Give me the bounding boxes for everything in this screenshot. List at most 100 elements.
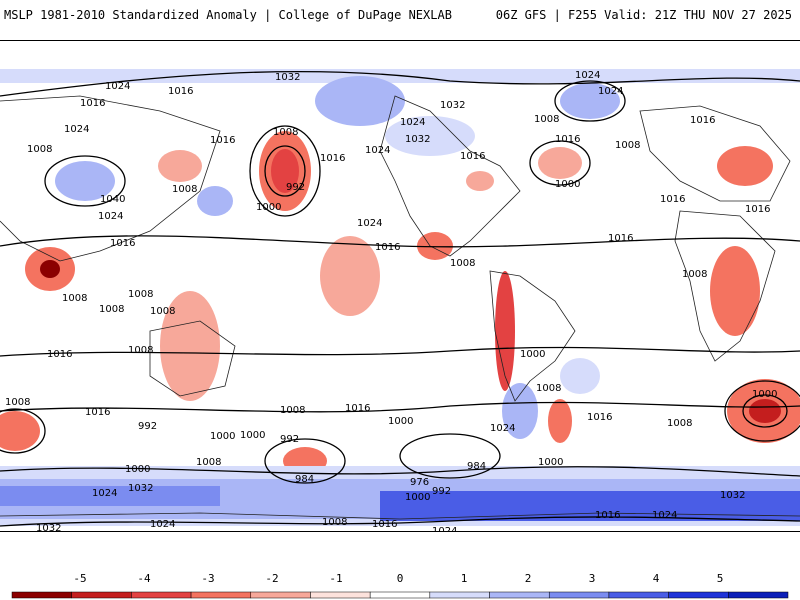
contour-label: 1016 [80, 98, 105, 109]
isobar [0, 516, 800, 527]
contour-label: 1000 [520, 349, 545, 360]
colorbar-tick: -4 [137, 572, 151, 585]
isobar-low [399, 433, 501, 479]
anomaly-blob [538, 147, 582, 179]
contour-label: 1008 [322, 517, 347, 528]
contour-label: 1008 [682, 269, 707, 280]
contour-label: 1008 [280, 405, 305, 416]
map-title: MSLP 1981-2010 Standardized Anomaly | Co… [4, 8, 452, 22]
anomaly-blob [385, 116, 475, 156]
colorbar-swatches [11, 591, 789, 599]
contour-label: 992 [432, 486, 451, 497]
contour-label: 1000 [538, 457, 563, 468]
contour-label: 1000 [240, 430, 265, 441]
contour-label: 1016 [345, 403, 370, 414]
isobar-high [554, 80, 626, 122]
contour-label: 976 [410, 477, 429, 488]
isobar-low [0, 408, 46, 454]
contour-labels: 1024 1032 1024 1016 1024 1032 1016 1008 … [5, 70, 777, 531]
contour-label: 1024 [598, 86, 623, 97]
contour-label: 1024 [400, 117, 425, 128]
contour-label: 1032 [440, 100, 465, 111]
contour-label: 1024 [150, 519, 175, 530]
contour-label: 1008 [62, 293, 87, 304]
contour-label: 1008 [536, 383, 561, 394]
isobar [0, 401, 800, 413]
anomaly-band [0, 486, 220, 506]
anomaly-blob [548, 399, 572, 443]
colorbar-tick: 2 [524, 572, 532, 585]
isobar-high [44, 155, 126, 207]
contour-label: 1000 [555, 179, 580, 190]
contour-label: 1016 [690, 115, 715, 126]
contour-label: 1024 [357, 218, 382, 229]
contour-label: 1032 [275, 72, 300, 83]
isobar-low [249, 125, 321, 217]
australia-outline [149, 320, 236, 397]
colorbar-swatch [489, 591, 550, 599]
anomaly-blob [560, 358, 600, 394]
anomaly-blob [160, 291, 220, 401]
isobar-low [264, 145, 306, 197]
contour-label: 1016 [375, 242, 400, 253]
colorbar-tick: 3 [588, 572, 596, 585]
contour-label: 1016 [595, 510, 620, 521]
contour-label: 984 [467, 461, 486, 472]
anomaly-blob [495, 271, 515, 391]
contour-label: 1032 [720, 490, 745, 501]
colorbar-tick: 0 [396, 572, 404, 585]
anomaly-blob [502, 383, 538, 439]
contour-label: 1008 [150, 306, 175, 317]
colorbar-swatch [728, 591, 789, 599]
isobar-low [529, 140, 591, 186]
contour-label: 1024 [64, 124, 89, 135]
contour-label: 1016 [660, 194, 685, 205]
contour-label: 1032 [128, 483, 153, 494]
contour-label: 1024 [365, 145, 390, 156]
asia-outline [0, 95, 221, 262]
contour-label: 1008 [128, 345, 153, 356]
isobars [0, 70, 800, 527]
colorbar-swatch [369, 591, 431, 599]
contour-label: 1000 [388, 416, 413, 427]
isobar-low [742, 394, 788, 428]
colorbar-swatch [668, 591, 729, 599]
contour-label: 1008 [667, 418, 692, 429]
contour-label: 1016 [110, 238, 135, 249]
europe-outline [639, 105, 791, 202]
colorbar-swatch [310, 591, 371, 599]
colorbar-swatch [11, 591, 72, 599]
contour-label: 1016 [85, 407, 110, 418]
isobar-low [724, 380, 800, 442]
anomaly-blob [710, 246, 760, 336]
contour-label: 1008 [450, 258, 475, 269]
contour-label: 1024 [98, 211, 123, 222]
contour-label: 1008 [172, 184, 197, 195]
anomaly-colorbar [11, 591, 789, 599]
colorbar-swatch [608, 591, 669, 599]
contour-label: 1024 [490, 423, 515, 434]
map-panel[interactable]: 1024 1032 1024 1016 1024 1032 1016 1008 … [0, 40, 800, 532]
contour-label: 1024 [92, 488, 117, 499]
contour-label: 1016 [587, 412, 612, 423]
contour-label: 1024 [432, 526, 457, 531]
contour-label: 1000 [125, 464, 150, 475]
contour-label: 1008 [128, 289, 153, 300]
contour-label: 992 [286, 182, 305, 193]
contour-label: 1008 [273, 127, 298, 138]
negative-anomaly-shading [0, 131, 800, 475]
colorbar-tick: -3 [201, 572, 215, 585]
colorbar-tick: -5 [73, 572, 87, 585]
colorbar-tick: -1 [329, 572, 343, 585]
anomaly-blob [0, 411, 40, 451]
anomaly-blob [55, 161, 115, 201]
colorbar-swatch [190, 591, 252, 599]
colorbar-tick: -2 [265, 572, 279, 585]
contour-label: 1016 [555, 134, 580, 145]
contour-label: 1016 [608, 233, 633, 244]
contour-label: 1008 [615, 140, 640, 151]
isobar [0, 235, 800, 248]
isobar [0, 346, 800, 357]
contour-label: 1016 [168, 86, 193, 97]
anomaly-map[interactable]: 1024 1032 1024 1016 1024 1032 1016 1008 … [0, 41, 800, 531]
